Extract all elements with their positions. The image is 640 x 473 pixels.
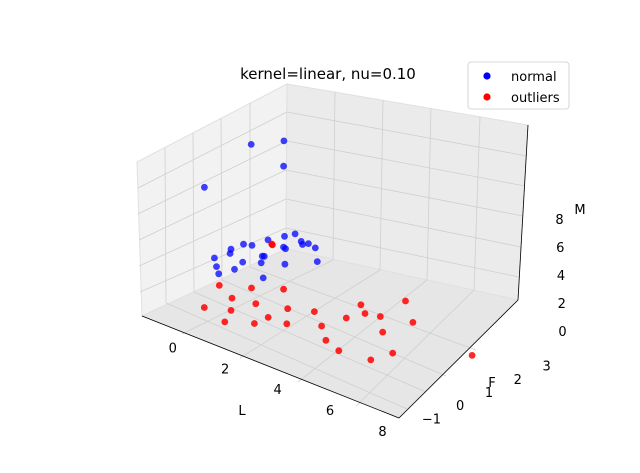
outlier-point — [357, 301, 365, 309]
outlier-point — [389, 349, 397, 357]
outlier-point — [322, 336, 330, 344]
normal-point — [213, 263, 220, 270]
z-tick-label: 8 — [555, 213, 563, 228]
y-tick-label: 1 — [485, 386, 493, 401]
legend: normal outliers — [467, 61, 570, 110]
normal-point — [299, 241, 306, 248]
y-axis-line — [398, 299, 519, 419]
grid-lines — [137, 91, 528, 410]
outlier-point — [318, 322, 325, 330]
outlier-point — [379, 328, 387, 336]
ticks: 0 2 4 6 8 −1 0 1 2 3 0 2 4 6 8 — [169, 213, 567, 440]
normal-point — [259, 274, 267, 282]
normal-point — [239, 258, 247, 266]
z-axis-line — [517, 124, 529, 301]
outlier-point — [283, 320, 291, 328]
outlier-point — [367, 356, 375, 364]
outlier-point — [215, 282, 223, 289]
normal-point — [211, 254, 218, 262]
z-tick-label: 0 — [558, 325, 566, 340]
outlier-point — [335, 347, 343, 355]
z-tick-label: 4 — [557, 269, 565, 284]
x-tick-label: 2 — [221, 362, 229, 377]
normal-point — [247, 141, 255, 148]
outlier-point — [280, 285, 287, 293]
x-tick-label: 0 — [169, 342, 177, 357]
x-tick-label: 8 — [378, 425, 386, 440]
y-axis-label: F — [488, 376, 495, 391]
axis-lines — [141, 124, 529, 419]
normal-point — [280, 137, 288, 145]
outlier-point — [361, 310, 369, 317]
x-tick-label: 6 — [326, 404, 334, 419]
z-axis-label: M — [574, 203, 585, 218]
y-tick-label: 3 — [542, 360, 550, 375]
x-axis-line — [141, 315, 400, 419]
outlier-point — [376, 313, 384, 320]
y-tick-label: −1 — [422, 412, 441, 427]
legend-label-outliers: outliers — [511, 91, 560, 106]
outlier-point — [468, 352, 476, 359]
x-tick-label: 4 — [273, 383, 281, 398]
outlier-point — [252, 300, 260, 308]
normal-point — [248, 242, 256, 249]
outlier-point — [264, 314, 272, 321]
normal-point — [257, 259, 265, 267]
outlier-point — [251, 320, 258, 327]
legend-marker-outliers — [483, 93, 491, 101]
outlier-point — [269, 241, 276, 249]
outlier-point — [228, 294, 236, 302]
normal-point — [291, 230, 299, 238]
normal-point — [260, 252, 268, 260]
legend-marker-normal — [483, 72, 491, 80]
outlier-point — [227, 307, 235, 314]
outlier-point — [284, 305, 292, 313]
y-tick-label: 2 — [514, 373, 522, 388]
normal-point — [240, 240, 247, 248]
outlier-point — [248, 284, 255, 292]
outlier-point — [200, 304, 208, 311]
normal-point — [313, 258, 321, 265]
normal-point — [281, 260, 289, 268]
z-tick-label: 2 — [558, 297, 566, 312]
outlier-point — [402, 297, 409, 305]
normal-point — [280, 243, 287, 251]
outlier-point — [342, 314, 350, 322]
data-points — [200, 137, 476, 364]
outlier-point — [221, 318, 229, 326]
legend-label-normal: normal — [511, 70, 557, 85]
normal-point — [280, 162, 287, 170]
normal-point — [201, 183, 208, 191]
z-tick-label: 6 — [556, 241, 564, 256]
chart-title: kernel=linear, nu=0.10 — [240, 65, 416, 83]
legend-box — [467, 61, 570, 110]
normal-point — [231, 265, 238, 273]
normal-point — [305, 240, 312, 248]
outlier-point — [311, 308, 318, 315]
y-tick-label: 0 — [456, 399, 464, 414]
normal-point — [281, 232, 288, 240]
normal-point — [215, 270, 223, 278]
x-axis-label: L — [238, 404, 246, 419]
normal-point — [227, 245, 235, 253]
outlier-point — [409, 319, 417, 326]
normal-point — [311, 244, 319, 252]
